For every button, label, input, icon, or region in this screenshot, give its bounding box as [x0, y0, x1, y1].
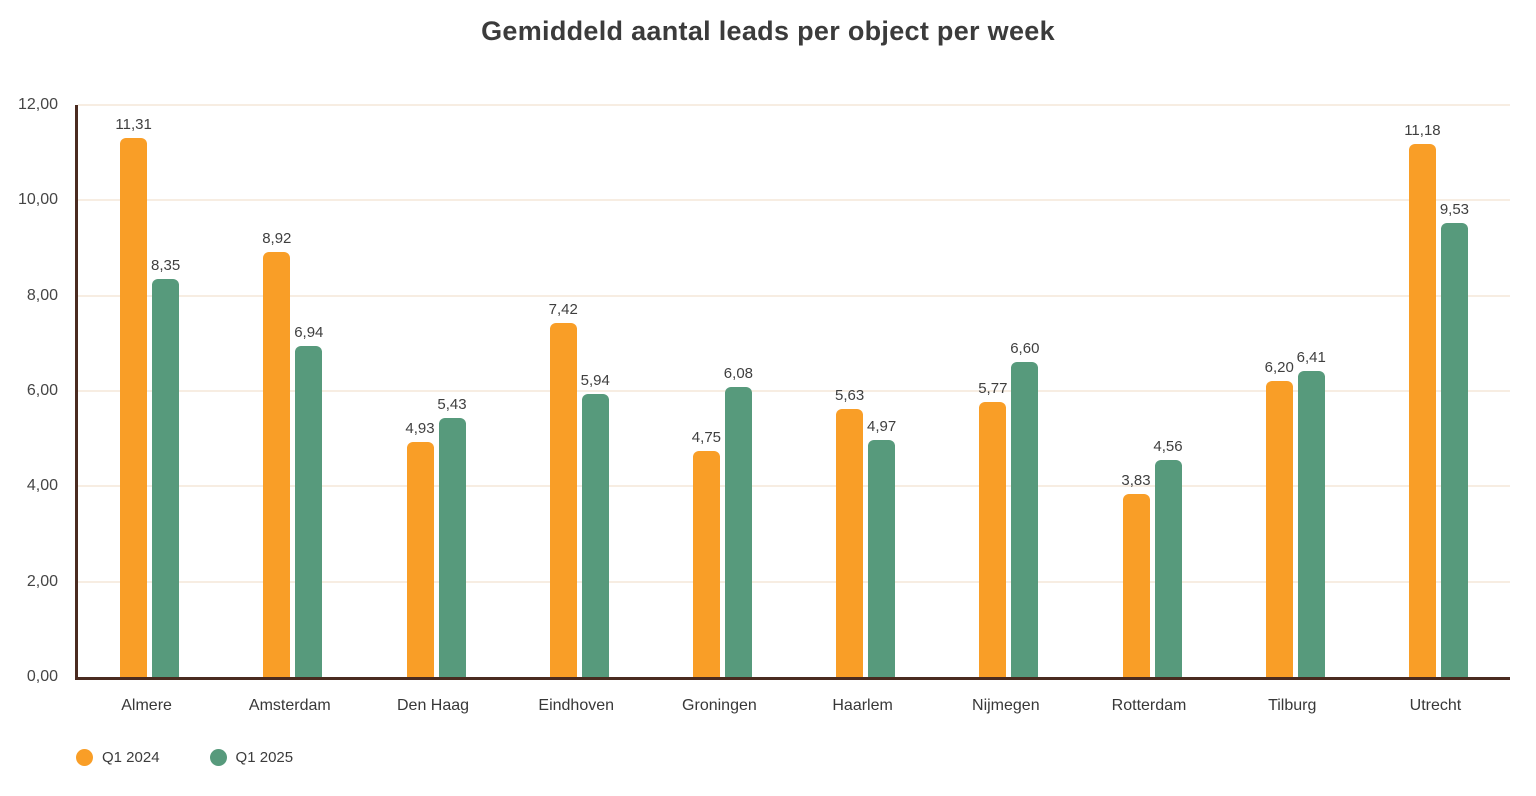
- bar: 3,83: [1121, 472, 1151, 677]
- y-tick-label: 0,00: [26, 668, 58, 685]
- bar: 8,92: [262, 230, 291, 677]
- bar-value-label: 11,31: [115, 115, 152, 133]
- chart-title: Gemiddeld aantal leads per object per we…: [481, 16, 1055, 46]
- y-tick-label: 6,00: [26, 382, 58, 399]
- x-axis-label: Haarlem: [832, 697, 893, 714]
- bar: 8,35: [151, 257, 180, 677]
- bar-group: 11,18 9,53: [1367, 105, 1510, 677]
- bar: 5,77: [978, 380, 1007, 677]
- bar: 6,20: [1265, 359, 1294, 677]
- bar: 5,43: [437, 396, 467, 677]
- bar-value-label: 5,94: [580, 371, 610, 389]
- y-tick-label: 8,00: [26, 286, 58, 304]
- bar-value-label: 6,41: [1296, 349, 1326, 367]
- bar: 9,53: [1440, 201, 1469, 677]
- bar-value-label: 6,60: [1010, 340, 1040, 358]
- bar-group: 8,92 6,94: [221, 105, 364, 677]
- x-axis-label: Eindhoven: [538, 697, 615, 714]
- bar: 6,08: [724, 365, 753, 677]
- bar-value-label: 4,56: [1153, 437, 1183, 455]
- bar: 4,97: [867, 418, 896, 677]
- bar-group: 11,31 8,35: [78, 105, 221, 677]
- x-axis-label: Almere: [121, 697, 172, 714]
- y-tick-label: 12,00: [17, 96, 58, 113]
- gridline: [78, 390, 1510, 392]
- bar-group: 5,77 6,60: [937, 105, 1080, 677]
- bar: 5,63: [835, 387, 864, 677]
- bar: 4,93: [405, 420, 435, 677]
- legend: Q1 2024 Q1 2025: [76, 749, 293, 766]
- bar: 11,18: [1404, 122, 1441, 677]
- bar-value-label: 6,20: [1264, 359, 1294, 377]
- bar: 5,94: [581, 372, 610, 677]
- bar: 4,56: [1153, 438, 1183, 677]
- bar-value-label: 5,43: [437, 396, 467, 414]
- bar-value-label: 4,97: [867, 418, 897, 436]
- bar-group: 5,63 4,97: [794, 105, 937, 677]
- gridline: [78, 104, 1510, 106]
- gridline: [78, 294, 1510, 297]
- bar-group: 4,75 6,08: [651, 105, 794, 677]
- legend-label: Q1 2025: [235, 749, 294, 766]
- bar: 6,94: [294, 324, 323, 677]
- legend-item: Q1 2024: [76, 749, 160, 766]
- bar: 6,41: [1297, 349, 1326, 677]
- x-axis-label: Groningen: [682, 697, 757, 714]
- x-axis-label: Nijmegen: [972, 697, 1040, 714]
- bar-value-label: 4,75: [691, 428, 722, 446]
- bar-value-label: 8,35: [150, 256, 181, 274]
- bar-group: 4,93 5,43: [364, 105, 507, 677]
- x-axis-label: Tilburg: [1268, 697, 1317, 714]
- bar-group: 7,42 5,94: [508, 105, 651, 677]
- legend-dot-icon: [76, 749, 93, 766]
- x-axis-label: Den Haag: [396, 697, 470, 714]
- bar-value-label: 7,42: [548, 301, 578, 319]
- plot-area: 11,31 8,35 8,92 6,94 4,93 5,43 7,42 5,94 4,75 6,0…: [75, 104, 1510, 680]
- bar: 7,42: [549, 301, 578, 677]
- x-axis-label: Rotterdam: [1111, 697, 1187, 714]
- bar-value-label: 3,83: [1121, 472, 1151, 490]
- legend-item: Q1 2025: [209, 749, 294, 766]
- y-tick-label: 4,00: [26, 477, 58, 495]
- bar-value-label: 5,77: [978, 379, 1008, 397]
- bar-value-label: 5,63: [835, 386, 865, 404]
- bar-group: 6,20 6,41: [1224, 105, 1367, 677]
- bar-value-label: 6,08: [723, 365, 754, 383]
- gridline: [78, 199, 1510, 202]
- legend-dot-icon: [209, 749, 227, 766]
- bar-value-label: 9,53: [1439, 200, 1470, 218]
- bar: 11,31: [115, 116, 152, 677]
- bar: 4,75: [692, 429, 721, 677]
- y-axis-labels: 0,00 2,00 4,00 6,00 8,00 10,00 12,00: [0, 96, 66, 685]
- bar-value-label: 8,92: [262, 229, 292, 247]
- gridline: [78, 580, 1510, 583]
- x-axis-labels: Almere Amsterdam Den Haag Eindhoven Groninge…: [75, 697, 1507, 715]
- bar-value-label: 4,93: [405, 420, 435, 438]
- y-tick-label: 2,00: [26, 572, 58, 590]
- bar-value-label: 11,18: [1404, 122, 1441, 140]
- x-axis-label: Amsterdam: [248, 697, 331, 714]
- bar: 6,60: [1010, 340, 1039, 677]
- y-tick-label: 10,00: [17, 191, 58, 209]
- legend-label: Q1 2024: [102, 749, 160, 766]
- bar-value-label: 6,94: [294, 324, 324, 342]
- bar-series-container: 11,31 8,35 8,92 6,94 4,93 5,43 7,42 5,94 4,75 6,0…: [78, 105, 1510, 677]
- x-axis-label: Utrecht: [1409, 697, 1462, 714]
- gridline: [78, 485, 1510, 488]
- bar-group: 3,83 4,56: [1080, 105, 1223, 677]
